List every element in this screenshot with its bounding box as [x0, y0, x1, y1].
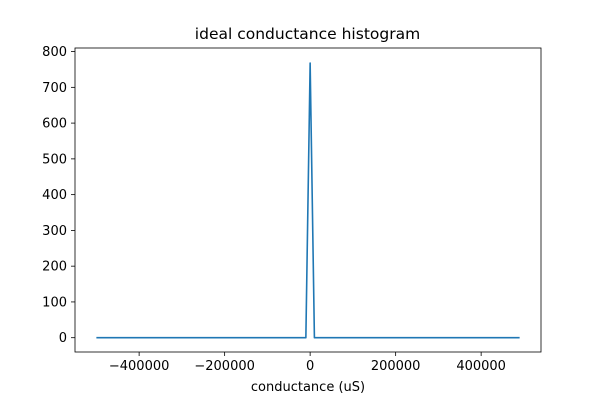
y-tick-label: 400 [42, 188, 67, 203]
y-tick-label: 700 [42, 81, 67, 96]
x-axis-label: conductance (uS) [251, 380, 365, 395]
x-tick-label: −400000 [109, 359, 170, 374]
y-tick-label: 0 [59, 331, 67, 346]
y-tick-label: 100 [42, 295, 67, 310]
plot-area [96, 62, 520, 339]
y-tick-label: 200 [42, 260, 67, 275]
x-axis: −400000 −200000 0 200000 400000 [109, 352, 506, 374]
y-tick-label: 500 [42, 152, 67, 167]
plot-frame [74, 47, 542, 353]
x-tick-label: −200000 [194, 359, 255, 374]
series-line-0 [96, 62, 520, 339]
y-tick-label: 800 [42, 45, 67, 60]
y-axis: 0 100 200 300 400 500 600 700 800 [42, 45, 75, 346]
x-tick-label: 400000 [456, 359, 506, 374]
x-tick-label: 200000 [371, 359, 421, 374]
chart-title: ideal conductance histogram [195, 25, 420, 43]
y-tick-label: 300 [42, 224, 67, 239]
y-tick-label: 600 [42, 117, 67, 132]
x-tick-label: 0 [306, 359, 314, 374]
